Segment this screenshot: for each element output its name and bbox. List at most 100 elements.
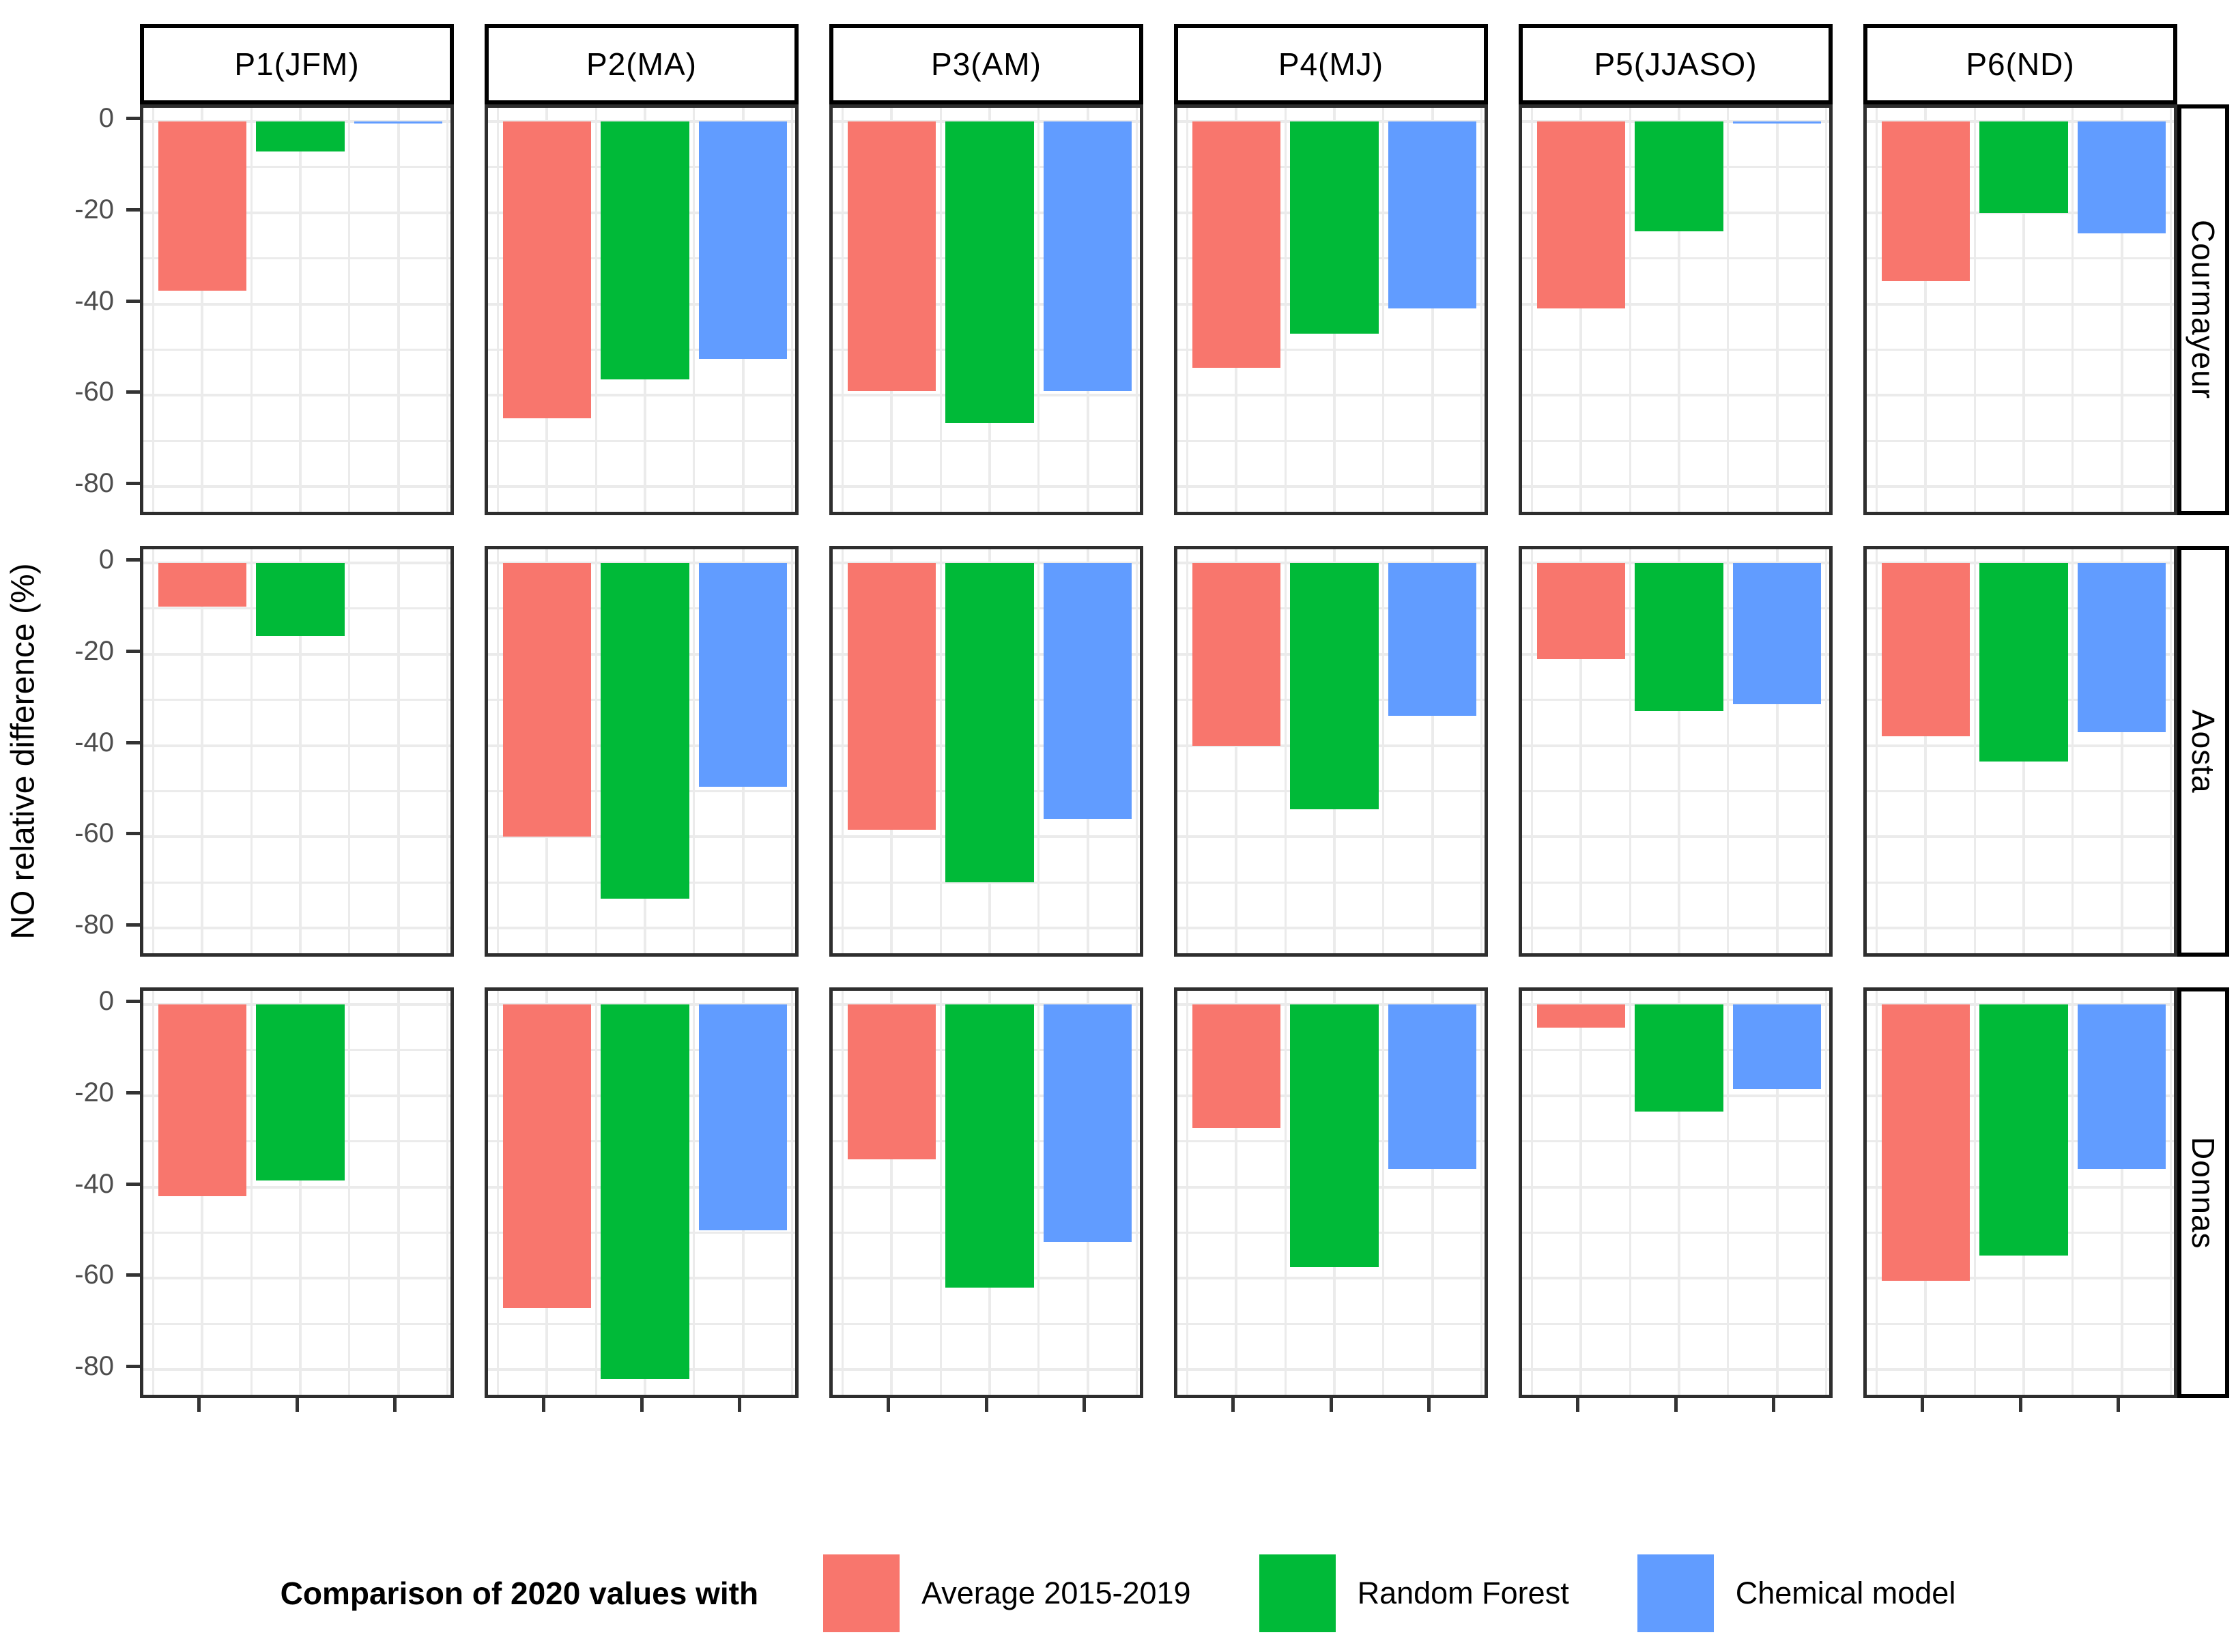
x-tick (1083, 1398, 1087, 1412)
gridline-h-minor (143, 166, 450, 169)
gridline-h-major (143, 927, 450, 930)
bar-chemical-model (354, 121, 443, 124)
bar-random-forest (1290, 1004, 1379, 1267)
bar-average-2015-2019 (1192, 1004, 1280, 1128)
gridline-v-minor (2072, 991, 2074, 1395)
facet-panel-aosta-p2(ma) (485, 546, 799, 957)
y-tick (126, 207, 140, 212)
gridline-v-minor (1727, 991, 1730, 1395)
gridline-h-major (143, 652, 450, 656)
gridline-v-minor (152, 549, 154, 953)
gridline-v-minor (1037, 108, 1040, 512)
gridline-h-major (833, 485, 1140, 489)
facet-panel-courmayeur-p2(ma) (485, 104, 799, 515)
y-tick (126, 390, 140, 394)
facet-panel-aosta-p3(am) (829, 546, 1143, 957)
x-tick (1674, 1398, 1678, 1412)
gridline-v-major (2120, 108, 2123, 512)
bar-random-forest (1290, 563, 1379, 810)
gridline-v-major (397, 108, 400, 512)
gridline-v-minor (1973, 108, 1976, 512)
col-strip-label: P4(MJ) (1278, 46, 1384, 82)
gridline-v-major (397, 549, 400, 953)
gridline-v-minor (250, 549, 253, 953)
gridline-h-major (1867, 394, 2174, 397)
gridline-h-major (1522, 1185, 1829, 1189)
legend-items: Average 2015-2019 Random Forest Chemical m… (823, 1554, 1955, 1632)
bar-random-forest (945, 563, 1034, 883)
y-tick (126, 1090, 140, 1095)
col-strip-P3(AM): P3(AM) (829, 24, 1143, 104)
gridline-v-minor (693, 108, 696, 512)
gridline-v-major (397, 991, 400, 1395)
gridline-h-major (833, 927, 1140, 930)
legend-title: Comparison of 2020 values with (280, 1576, 759, 1611)
row-strip-donnas: Donnas (2177, 987, 2229, 1398)
facet-panel-aosta-p1(jfm) (140, 546, 454, 957)
gridline-v-minor (2170, 549, 2173, 953)
bar-average-2015-2019 (847, 1004, 936, 1160)
bar-random-forest (601, 563, 689, 899)
bar-chemical-model (699, 563, 788, 787)
gridline-v-minor (1530, 991, 1533, 1395)
bar-average-2015-2019 (847, 121, 936, 391)
gridline-h-minor (833, 1322, 1140, 1325)
col-strip-label: P3(AM) (931, 46, 1042, 82)
gridline-v-major (1579, 991, 1583, 1395)
x-tick (640, 1398, 644, 1412)
gridline-v-minor (1727, 108, 1730, 512)
gridline-v-minor (594, 991, 597, 1395)
gridline-h-minor (143, 349, 450, 351)
x-tick (886, 1398, 890, 1412)
legend-key-swatch (1637, 1554, 1714, 1632)
gridline-h-minor (143, 1232, 450, 1234)
gridline-v-major (890, 991, 893, 1395)
gridline-v-minor (348, 549, 351, 953)
facet-panel-donnas-p3(am) (829, 987, 1143, 1398)
bar-random-forest (1635, 1004, 1723, 1112)
gridline-v-major (299, 991, 302, 1395)
gridline-h-major (1867, 835, 2174, 839)
gridline-v-minor (693, 991, 696, 1395)
gridline-v-minor (1382, 991, 1385, 1395)
gridline-v-minor (496, 991, 499, 1395)
gridline-v-minor (1629, 991, 1631, 1395)
bar-average-2015-2019 (1192, 121, 1280, 368)
gridline-v-minor (348, 108, 351, 512)
gridline-v-minor (1480, 549, 1483, 953)
gridline-v-major (1579, 108, 1583, 512)
x-tick (1329, 1398, 1333, 1412)
gridline-v-minor (1530, 549, 1533, 953)
bar-chemical-model (1733, 1004, 1822, 1089)
facet-panel-courmayeur-p1(jfm) (140, 104, 454, 515)
row-strip-label: Aosta (2185, 709, 2221, 794)
gridline-h-major (1522, 394, 1829, 397)
gridline-v-major (1431, 108, 1434, 512)
y-tick-label: -80 (74, 468, 114, 499)
bar-average-2015-2019 (847, 563, 936, 830)
y-tick (126, 558, 140, 562)
gridline-v-minor (1037, 991, 1040, 1395)
gridline-v-minor (1825, 991, 1828, 1395)
bar-random-forest (601, 1004, 689, 1379)
y-tick-label: -40 (74, 285, 114, 316)
y-tick-label: 0 (98, 103, 114, 134)
y-tick-label: -60 (74, 377, 114, 407)
bar-chemical-model (2078, 1004, 2166, 1169)
gridline-h-major (143, 485, 450, 489)
col-strip-P5(JJASO): P5(JJASO) (1519, 24, 1833, 104)
row-strip-label: Donnas (2185, 1136, 2221, 1249)
legend-key-swatch (1259, 1554, 1336, 1632)
gridline-v-minor (348, 991, 351, 1395)
y-tick (126, 482, 140, 486)
gridline-v-minor (1825, 108, 1828, 512)
bar-random-forest (1979, 121, 2068, 213)
col-strip-label: P1(JFM) (234, 46, 360, 82)
x-tick (984, 1398, 988, 1412)
facet-panel-donnas-p4(mj) (1174, 987, 1488, 1398)
y-tick (126, 1273, 140, 1277)
x-tick (295, 1398, 299, 1412)
x-tick (1772, 1398, 1776, 1412)
facet-panel-donnas-p1(jfm) (140, 987, 454, 1398)
